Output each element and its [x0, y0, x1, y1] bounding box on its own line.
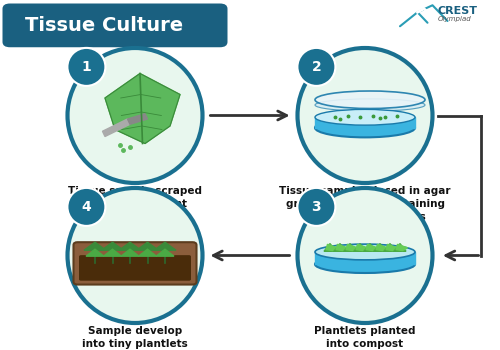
Polygon shape [121, 249, 139, 256]
Polygon shape [354, 244, 366, 251]
Polygon shape [394, 244, 406, 251]
Ellipse shape [315, 256, 415, 273]
Polygon shape [396, 244, 407, 251]
Polygon shape [334, 244, 346, 251]
Polygon shape [102, 119, 130, 136]
Text: Plantlets planted
into compost: Plantlets planted into compost [314, 327, 416, 349]
Polygon shape [315, 117, 415, 128]
Polygon shape [84, 242, 106, 250]
Polygon shape [105, 74, 180, 144]
Text: Olympiad: Olympiad [438, 16, 471, 22]
Text: CREST: CREST [438, 6, 478, 15]
Polygon shape [374, 244, 386, 251]
Ellipse shape [315, 244, 415, 260]
Polygon shape [346, 244, 358, 251]
Text: Sample develop
into tiny plantlets: Sample develop into tiny plantlets [82, 327, 188, 349]
Ellipse shape [298, 48, 336, 86]
Polygon shape [344, 244, 356, 251]
Text: Tissue sample scraped
from parent plant: Tissue sample scraped from parent plant [68, 187, 202, 209]
Ellipse shape [315, 118, 415, 137]
Ellipse shape [315, 109, 415, 125]
Text: Tissue Culture: Tissue Culture [25, 16, 183, 35]
Ellipse shape [298, 188, 336, 226]
Polygon shape [376, 244, 388, 251]
Ellipse shape [68, 188, 106, 226]
Ellipse shape [298, 188, 432, 323]
Text: Tissue sample placed in agar
growth medium containing
nutrients and auxins: Tissue sample placed in agar growth medi… [279, 187, 451, 222]
Ellipse shape [68, 188, 202, 323]
Text: 3: 3 [312, 200, 321, 214]
Polygon shape [366, 244, 378, 251]
Polygon shape [86, 249, 104, 256]
Polygon shape [156, 249, 174, 256]
Polygon shape [128, 114, 148, 124]
Polygon shape [326, 244, 338, 251]
Polygon shape [136, 242, 158, 250]
FancyBboxPatch shape [2, 4, 228, 47]
Polygon shape [104, 249, 122, 256]
Ellipse shape [298, 48, 432, 183]
Ellipse shape [68, 48, 106, 86]
Ellipse shape [315, 91, 425, 108]
Polygon shape [324, 244, 336, 251]
Ellipse shape [68, 48, 202, 183]
Polygon shape [119, 242, 141, 250]
Text: 4: 4 [82, 200, 92, 214]
Polygon shape [102, 242, 124, 250]
Polygon shape [154, 242, 176, 250]
Text: 1: 1 [82, 60, 92, 74]
FancyBboxPatch shape [74, 242, 196, 285]
Polygon shape [364, 244, 376, 251]
Polygon shape [386, 244, 398, 251]
Ellipse shape [315, 99, 425, 111]
Polygon shape [384, 244, 396, 251]
Polygon shape [138, 249, 156, 256]
Text: 2: 2 [312, 60, 322, 74]
Polygon shape [356, 244, 368, 251]
Polygon shape [336, 244, 347, 251]
FancyBboxPatch shape [79, 255, 191, 281]
Polygon shape [315, 252, 415, 264]
